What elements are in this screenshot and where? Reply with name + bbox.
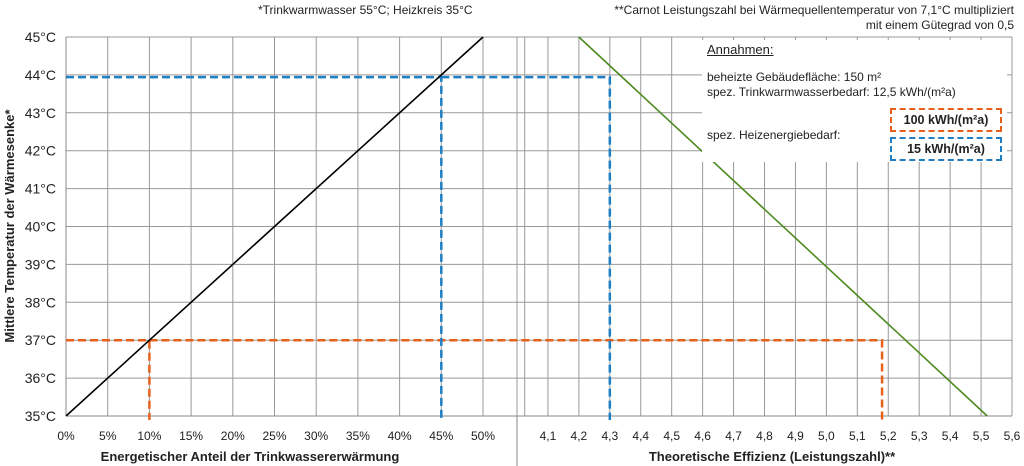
y-tick-label: 43°C <box>25 105 56 121</box>
series-line-left <box>65 36 484 417</box>
y-tick-label: 41°C <box>25 181 56 197</box>
x-tick-label-right: 4,1 <box>540 429 557 443</box>
x-tick-label-right: 4,3 <box>601 429 618 443</box>
footnote-left: *Trinkwarmwasser 55°C; Heizkreis 35°C <box>258 3 473 17</box>
y-tick-label: 42°C <box>25 143 56 159</box>
series-line-right <box>578 36 988 417</box>
x-tick-label-right: 5,6 <box>1004 429 1021 443</box>
x-tick-label: 35% <box>346 429 370 443</box>
guide-left <box>66 338 151 420</box>
x-tick-label-right: 5,4 <box>942 429 959 443</box>
guide-left <box>66 75 443 420</box>
guide-right <box>441 75 612 420</box>
y-axis-title: Mittlere Temperatur der Wärmesenke* <box>2 109 17 343</box>
x-tick-label-right: 5,1 <box>849 429 866 443</box>
legend-15: 15 kWh/(m²a) <box>890 137 1002 161</box>
x-tick-label: 30% <box>304 429 328 443</box>
y-tick-label: 38°C <box>25 294 56 310</box>
x-tick-label-right: 4,9 <box>787 429 804 443</box>
x-tick-label: 0% <box>57 429 75 443</box>
footnote-right-2: mit einem Gütegrad von 0,5 <box>865 18 1014 32</box>
x-tick-label: 15% <box>179 429 203 443</box>
x-tick-label: 45% <box>429 429 453 443</box>
footnote-right-1: **Carnot Leistungszahl bei Wärmequellent… <box>614 3 1014 17</box>
y-tick-label: 37°C <box>25 332 56 348</box>
y-tick-label: 36°C <box>25 370 56 386</box>
x-axis-title-left: Energetischer Anteil der Trinkwassererwä… <box>101 449 400 464</box>
y-tick-label: 40°C <box>25 219 56 235</box>
x-tick-label: 25% <box>262 429 286 443</box>
assumptions-box: Annahmen: beheizte Gebäudefläche: 150 m²… <box>702 40 1007 162</box>
x-tick-label: 5% <box>99 429 117 443</box>
assumption-heating: spez. Heizenergiebedarf: <box>707 128 841 142</box>
x-tick-label-right: 4,4 <box>632 429 649 443</box>
x-tick-label: 20% <box>221 429 245 443</box>
x-tick-label: 50% <box>471 429 495 443</box>
x-tick-label: 10% <box>137 429 161 443</box>
x-tick-label-right: 5,2 <box>880 429 897 443</box>
x-tick-label-right: 4,8 <box>756 429 773 443</box>
x-tick-label-right: 4,7 <box>725 429 742 443</box>
x-tick-label: 40% <box>388 429 412 443</box>
x-tick-label-right: 4,2 <box>571 429 588 443</box>
y-tick-label: 35°C <box>25 408 56 424</box>
y-tick-label: 39°C <box>25 256 56 272</box>
x-tick-label-right: 4,6 <box>694 429 711 443</box>
x-tick-label-right: 5,0 <box>818 429 835 443</box>
assumption-dhw: spez. Trinkwarmwasserbedarf: 12,5 kWh/(m… <box>707 85 956 99</box>
assumption-area: beheizte Gebäudefläche: 150 m² <box>707 70 882 84</box>
x-tick-label-right: 5,3 <box>911 429 928 443</box>
x-tick-label-right: 5,5 <box>973 429 990 443</box>
y-tick-label: 45°C <box>25 29 56 45</box>
assumptions-title: Annahmen: <box>707 42 774 57</box>
footnote-right: **Carnot Leistungszahl bei Wärmequellent… <box>614 3 1014 33</box>
guide-right <box>149 338 884 420</box>
x-axis-title-right: Theoretische Effizienz (Leistungszahl)** <box>649 449 896 464</box>
y-tick-label: 44°C <box>25 67 56 83</box>
x-tick-label-right: 4,5 <box>663 429 680 443</box>
legend-100: 100 kWh/(m²a) <box>890 108 1002 132</box>
